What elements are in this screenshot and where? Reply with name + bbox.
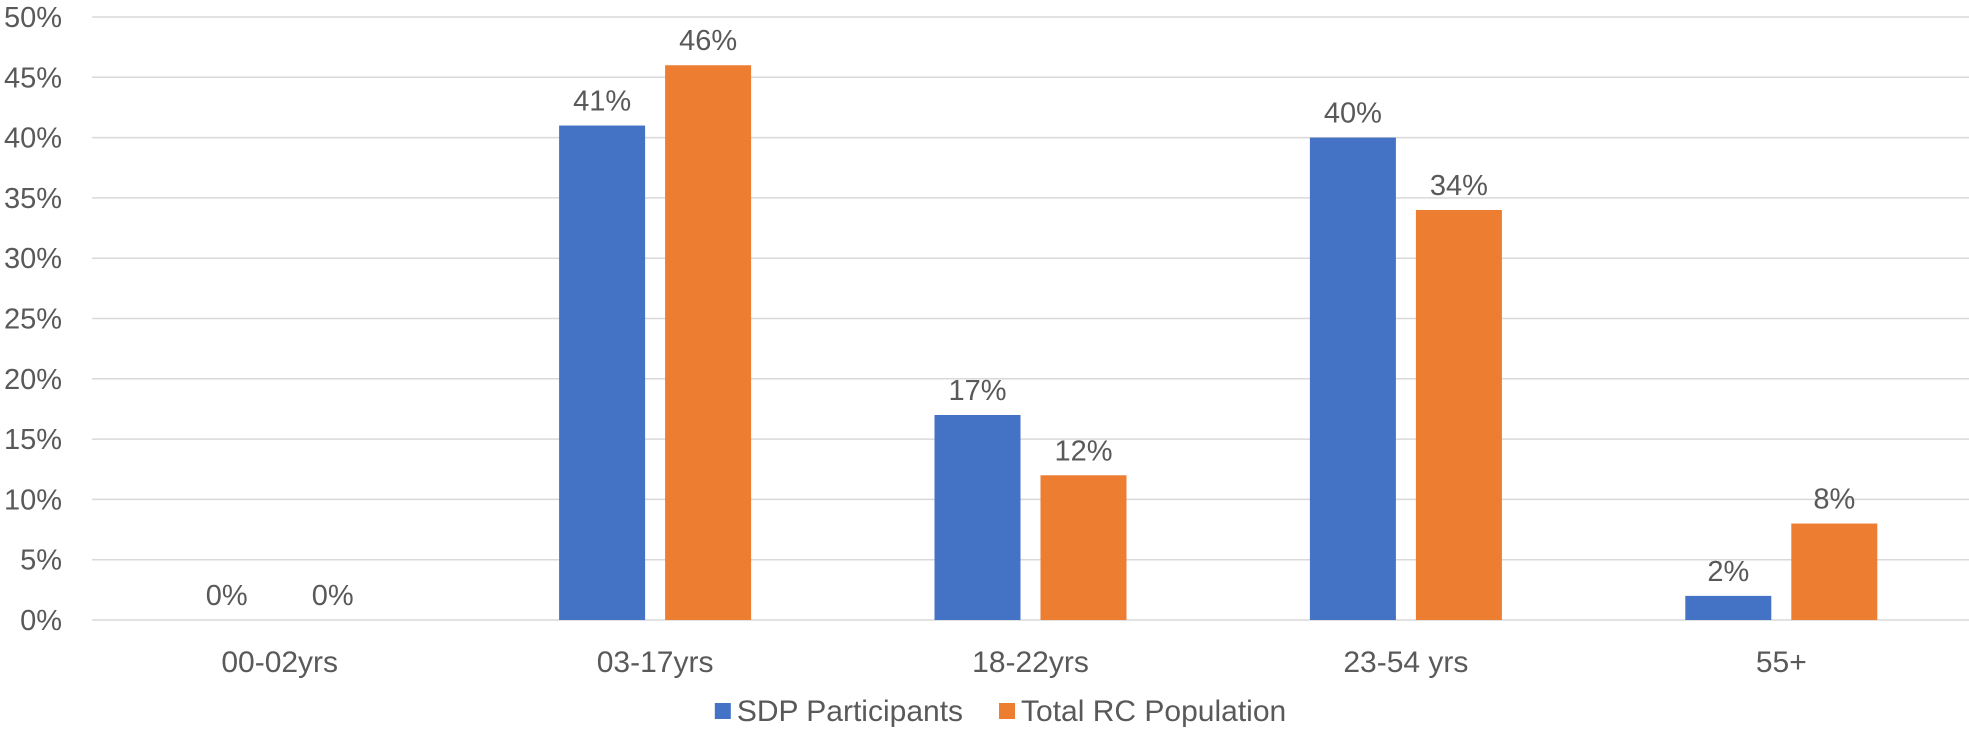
data-label: 40%: [1324, 98, 1382, 130]
data-label: 0%: [206, 580, 248, 612]
legend-label: SDP Participants: [737, 695, 963, 728]
y-tick-label: 20%: [4, 364, 62, 396]
x-category-label: 18-22yrs: [972, 646, 1089, 679]
y-axis-ticks: 0% 5% 10% 15% 20% 25% 30% 35% 40% 45% 50%: [4, 2, 62, 637]
x-category-label: 55+: [1756, 646, 1807, 679]
x-axis-categories: 00-02yrs 03-17yrs 18-22yrs 23-54 yrs 55+: [221, 646, 1806, 679]
bars: [559, 65, 1878, 621]
y-tick-label: 15%: [4, 424, 62, 456]
y-tick-label: 30%: [4, 243, 62, 275]
x-category-label: 00-02yrs: [221, 646, 338, 679]
y-tick-label: 0%: [20, 605, 62, 637]
data-label: 12%: [1054, 435, 1112, 467]
y-tick-label: 5%: [20, 545, 62, 577]
bar: [1685, 595, 1772, 620]
data-label: 41%: [573, 86, 631, 118]
data-label: 17%: [948, 375, 1006, 407]
y-tick-label: 50%: [4, 2, 62, 34]
data-label: 46%: [679, 25, 737, 57]
x-category-label: 03-17yrs: [597, 646, 714, 679]
legend-label: Total RC Population: [1021, 695, 1286, 728]
y-tick-label: 35%: [4, 183, 62, 215]
y-tick-label: 25%: [4, 304, 62, 336]
data-label: 2%: [1707, 556, 1749, 588]
legend-item: SDP Participants: [714, 695, 963, 728]
legend: SDP Participants Total RC Population: [714, 695, 1286, 728]
bar: [559, 125, 646, 620]
data-labels: 0% 0% 41% 46% 17% 12% 40% 34% 2% 8%: [206, 25, 1856, 612]
legend-item: Total RC Population: [999, 695, 1286, 728]
y-tick-label: 10%: [4, 484, 62, 516]
legend-swatch: [714, 703, 731, 719]
y-tick-label: 40%: [4, 123, 62, 155]
y-tick-label: 45%: [4, 62, 62, 94]
bar: [934, 414, 1021, 620]
gridlines: [92, 16, 1969, 621]
legend-swatch: [999, 703, 1016, 719]
x-category-label: 23-54 yrs: [1343, 646, 1468, 679]
data-label: 34%: [1430, 170, 1488, 202]
bar: [1309, 137, 1396, 620]
data-label: 0%: [312, 580, 354, 612]
bar: [665, 65, 752, 621]
bar: [1040, 475, 1127, 620]
bar: [1791, 523, 1878, 620]
bar: [1415, 209, 1502, 620]
data-label: 8%: [1813, 484, 1855, 516]
